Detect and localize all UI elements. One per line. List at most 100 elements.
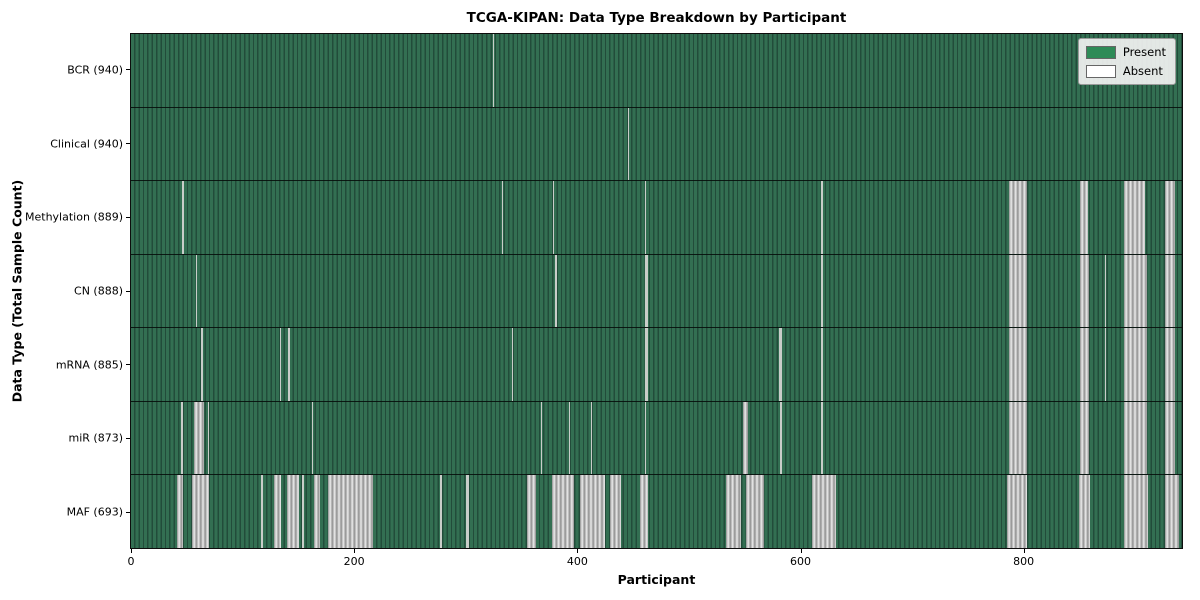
absent-stripe bbox=[314, 475, 320, 549]
absent-stripe bbox=[301, 475, 305, 549]
y-tick-label: CN (888) bbox=[74, 284, 123, 298]
y-tick-label: MAF (693) bbox=[66, 505, 123, 519]
absent-stripe bbox=[1123, 254, 1148, 328]
absent-stripe bbox=[466, 475, 470, 549]
absent-stripe bbox=[644, 254, 649, 328]
y-tick-mark bbox=[126, 511, 130, 513]
absent-stripe bbox=[1165, 181, 1176, 254]
y-tick-mark bbox=[126, 143, 130, 145]
absent-stripe bbox=[1123, 401, 1148, 475]
absent-stripe bbox=[779, 401, 783, 475]
absent-stripe bbox=[193, 401, 204, 475]
absent-stripe bbox=[746, 475, 765, 549]
absent-stripe bbox=[1008, 181, 1027, 254]
absent-stripe bbox=[540, 401, 543, 475]
absent-stripe bbox=[181, 401, 183, 475]
absent-stripe bbox=[1008, 254, 1027, 328]
y-tick-label: Clinical (940) bbox=[50, 137, 123, 151]
absent-stripe bbox=[821, 254, 823, 328]
absent-stripe bbox=[644, 401, 647, 475]
y-tick-mark bbox=[126, 216, 130, 218]
absent-stripe bbox=[192, 475, 210, 549]
y-axis-tick-labels: BCR (940) Clinical (940) Methylation (889)… bbox=[0, 33, 123, 549]
absent-stripe bbox=[1123, 328, 1148, 401]
x-tick-mark bbox=[800, 549, 802, 553]
absent-stripe bbox=[821, 328, 823, 401]
absent-stripe bbox=[201, 328, 203, 401]
absent-stripe bbox=[1165, 401, 1176, 475]
x-tick-label: 200 bbox=[343, 555, 365, 568]
absent-stripe bbox=[778, 328, 783, 401]
heatmap-row-methylation bbox=[131, 181, 1182, 255]
x-tick-label: 800 bbox=[1013, 555, 1035, 568]
absent-stripe bbox=[821, 181, 823, 254]
absent-stripe bbox=[273, 475, 281, 549]
legend-item-present: Present bbox=[1085, 45, 1166, 59]
y-tick-label: miR (873) bbox=[68, 431, 124, 445]
legend-label-present: Present bbox=[1122, 45, 1166, 59]
y-tick-mark bbox=[126, 364, 130, 366]
absent-stripe bbox=[260, 475, 263, 549]
x-tick-mark bbox=[354, 549, 356, 553]
absent-stripe bbox=[1080, 401, 1090, 475]
legend-item-absent: Absent bbox=[1085, 64, 1166, 78]
absent-stripe bbox=[1104, 254, 1107, 328]
absent-stripe bbox=[195, 254, 198, 328]
heatmap-row-mrna bbox=[131, 328, 1182, 402]
absent-stripe bbox=[440, 475, 442, 549]
absent-stripe bbox=[176, 475, 184, 549]
absent-stripe bbox=[327, 475, 374, 549]
y-tick-label: mRNA (885) bbox=[55, 358, 123, 372]
absent-stripe bbox=[610, 475, 622, 549]
absent-stripe bbox=[1080, 181, 1089, 254]
absent-stripe bbox=[591, 401, 593, 475]
legend-label-absent: Absent bbox=[1122, 64, 1163, 78]
absent-stripe bbox=[511, 328, 514, 401]
heatmap-row-cn bbox=[131, 254, 1182, 329]
heatmap-row-maf bbox=[131, 475, 1182, 549]
heatmap-row-bcr bbox=[131, 34, 1182, 108]
absent-stripe bbox=[628, 107, 630, 181]
absent-stripe bbox=[812, 475, 836, 549]
heatmap-row-clinical bbox=[131, 107, 1182, 182]
absent-stripe bbox=[726, 475, 741, 549]
x-tick-label: 400 bbox=[566, 555, 588, 568]
legend: Present Absent bbox=[1077, 38, 1176, 85]
absent-stripe bbox=[287, 475, 299, 549]
x-tick-mark bbox=[1023, 549, 1025, 553]
absent-stripe bbox=[579, 475, 605, 549]
plot-area: Present Absent bbox=[130, 33, 1183, 549]
x-tick-mark bbox=[577, 549, 579, 553]
absent-stripe bbox=[821, 401, 823, 475]
absent-stripe bbox=[1104, 328, 1107, 401]
absent-stripe bbox=[644, 328, 649, 401]
absent-stripe bbox=[552, 475, 575, 549]
absent-stripe bbox=[1080, 254, 1090, 328]
absent-stripe bbox=[1008, 328, 1027, 401]
absent-stripe bbox=[1006, 475, 1027, 549]
absent-stripe bbox=[640, 475, 649, 549]
absent-stripe bbox=[1008, 401, 1027, 475]
absent-stripe bbox=[1080, 328, 1090, 401]
absent-stripe bbox=[1123, 181, 1146, 254]
absent-stripe bbox=[743, 401, 748, 475]
absent-stripe bbox=[492, 34, 495, 107]
x-axis-label: Participant bbox=[617, 572, 696, 587]
heatmap bbox=[131, 34, 1182, 549]
x-tick-label: 0 bbox=[127, 555, 135, 568]
x-axis-ticks: 0 200 400 600 800 bbox=[127, 549, 1181, 585]
absent-stripe bbox=[311, 401, 314, 475]
absent-stripe bbox=[1165, 328, 1176, 401]
y-tick-mark bbox=[126, 69, 130, 71]
y-tick-mark bbox=[126, 437, 130, 439]
absent-stripe bbox=[208, 401, 210, 475]
absent-stripe bbox=[644, 181, 647, 254]
absent-stripe bbox=[182, 181, 184, 254]
y-tick-mark bbox=[126, 290, 130, 292]
y-tick-label: Methylation (889) bbox=[25, 210, 123, 224]
absent-stripe bbox=[1079, 475, 1091, 549]
legend-swatch-absent-icon bbox=[1085, 64, 1116, 78]
absent-stripe bbox=[553, 181, 555, 254]
absent-stripe bbox=[1165, 254, 1176, 328]
